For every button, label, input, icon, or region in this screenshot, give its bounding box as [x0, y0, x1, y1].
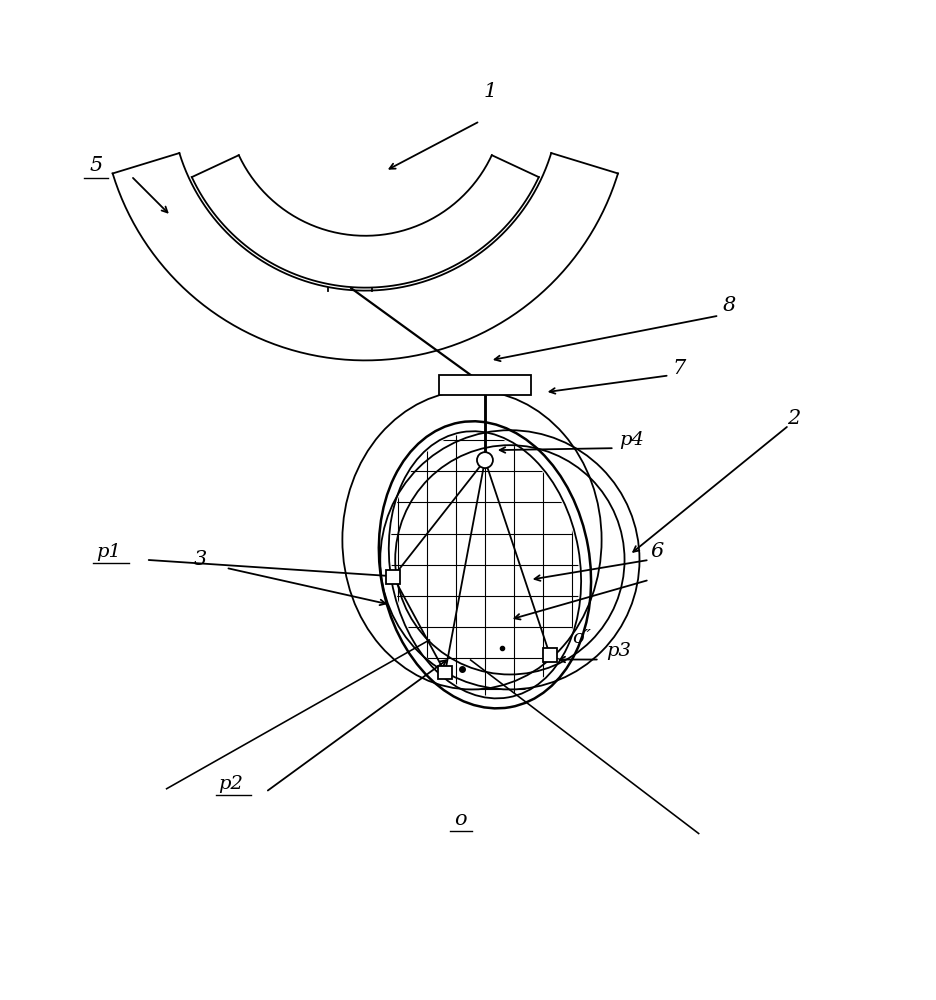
- Circle shape: [477, 452, 493, 468]
- Text: p3: p3: [607, 642, 632, 660]
- Text: o: o: [454, 810, 466, 829]
- Text: 7: 7: [673, 359, 686, 378]
- Text: 2: 2: [787, 409, 800, 428]
- Text: p1: p1: [96, 543, 122, 561]
- Text: 6: 6: [651, 542, 664, 561]
- Text: 5: 5: [90, 156, 103, 175]
- Bar: [387, 570, 401, 584]
- Text: 8: 8: [723, 296, 736, 315]
- Text: 1: 1: [483, 82, 497, 101]
- Bar: [543, 648, 557, 662]
- Text: p4: p4: [620, 431, 644, 449]
- Text: o″: o″: [572, 629, 591, 647]
- Text: 3: 3: [194, 550, 208, 569]
- Bar: [438, 666, 452, 679]
- Bar: [439, 375, 531, 395]
- Text: p2: p2: [218, 775, 243, 793]
